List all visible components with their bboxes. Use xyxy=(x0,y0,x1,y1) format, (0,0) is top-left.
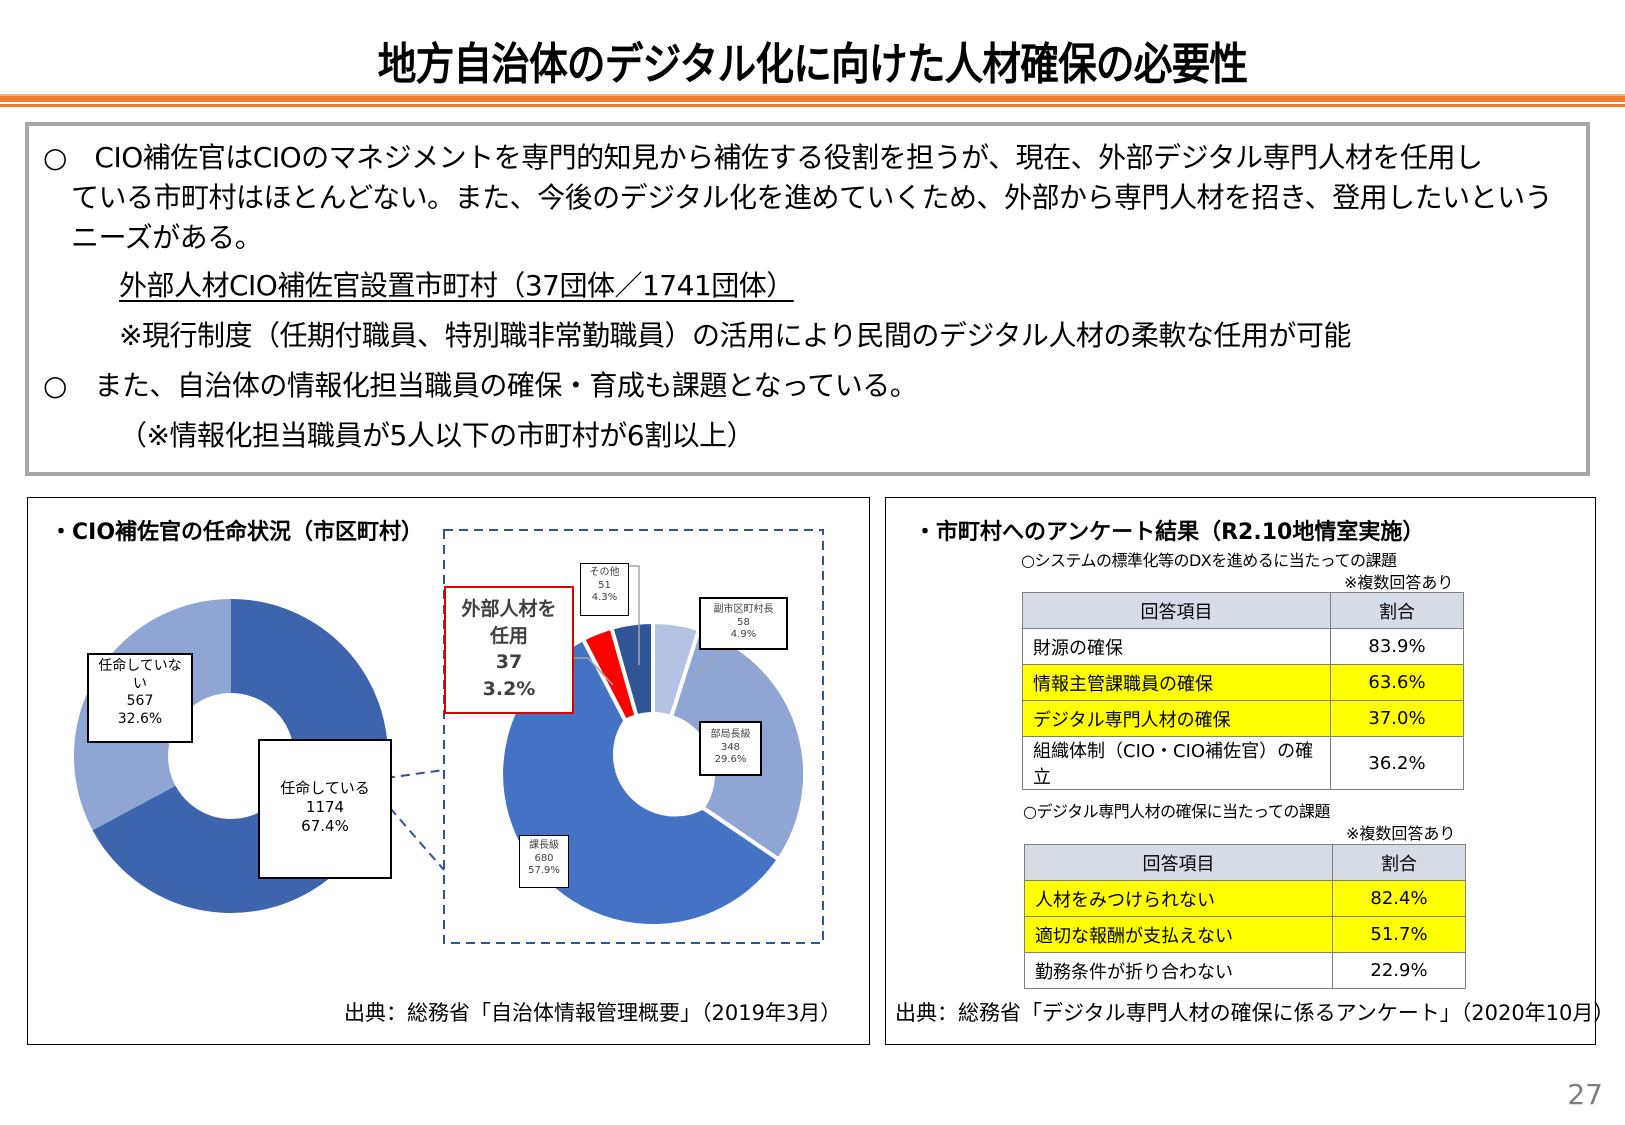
table1-header-item: 回答項目 xyxy=(1022,592,1331,629)
table2-subhead: ○デジタル専門人材の確保に当たっての課題 xyxy=(1023,802,1330,821)
digital-talent-issues-table: 回答項目 割合 人材をみつけられない 82.4% 適切な報酬が支払えない 51.… xyxy=(1024,844,1466,989)
table-cell-value: 63.6% xyxy=(1330,664,1464,701)
table1-header-ratio: 割合 xyxy=(1330,592,1464,629)
table-row-highlighted: 適切な報酬が支払えない 51.7% xyxy=(1024,916,1466,953)
title-rule-thin xyxy=(0,104,1625,107)
table-cell-item: 適切な報酬が支払えない xyxy=(1024,916,1333,953)
label-director: 部局長級 348 29.6% xyxy=(699,721,762,776)
label-other: その他 51 4.3% xyxy=(580,563,629,616)
summary-box: ○ CIO補佐官はCIOのマネジメントを専門的知見から補佐する役割を担うが、現在… xyxy=(25,122,1590,476)
table-cell-item: 情報主管課職員の確保 xyxy=(1022,664,1331,701)
label-section-chief-name: 課長級 xyxy=(529,840,559,851)
slide-title: 地方自治体のデジタル化に向けた人材確保の必要性 xyxy=(377,39,1248,90)
table-cell-item: 財源の確保 xyxy=(1022,628,1331,665)
table-cell-item: 組織体制（CIO・CIO補佐官）の確立 xyxy=(1022,736,1331,790)
title-rule-thick xyxy=(0,96,1625,102)
table-cell-value: 51.7% xyxy=(1332,916,1466,953)
label-director-value: 348 xyxy=(720,741,741,753)
label-vice-mayor-pct: 4.9% xyxy=(730,629,757,640)
table-cell-item: 人材をみつけられない xyxy=(1024,880,1333,917)
label-other-value: 51 xyxy=(598,579,611,591)
label-external-talent: 外部人材を 任用 37 3.2% xyxy=(444,586,574,714)
label-other-name: その他 xyxy=(589,567,620,578)
label-not-appointed-name-cont: い xyxy=(133,675,147,692)
label-external-pct: 3.2% xyxy=(482,677,536,700)
table-cell-value: 83.9% xyxy=(1330,628,1464,665)
label-director-name: 部局長級 xyxy=(710,729,751,740)
summary-line-note: ※現行制度（任期付職員、特別職非常勤職員）の活用により民間のデジタル人材の柔軟な… xyxy=(119,319,1351,352)
summary-line-1: ○ CIO補佐官はCIOのマネジメントを専門的知見から補佐する役割を担うが、現在… xyxy=(43,141,1483,174)
table2-header-item: 回答項目 xyxy=(1024,844,1333,881)
label-appointed: 任命している 1174 67.4% xyxy=(258,739,392,879)
table-cell-value: 37.0% xyxy=(1330,700,1464,737)
table1-note: ※複数回答あり xyxy=(1344,573,1454,592)
table-cell-value: 82.4% xyxy=(1332,880,1466,917)
title-rule-highlight xyxy=(0,94,1625,96)
label-external-name-cont: 任用 xyxy=(489,624,528,647)
table-row: 勤務条件が折り合わない 22.9% xyxy=(1024,952,1466,989)
dx-issues-table: 回答項目 割合 財源の確保 83.9% 情報主管課職員の確保 63.6% デジタ… xyxy=(1022,592,1464,790)
page-number: 27 xyxy=(1567,1078,1603,1111)
cio-panel-source: 出典：総務省「自治体情報管理概要」（2019年3月） xyxy=(344,1001,842,1025)
table-cell-item: 勤務条件が折り合わない xyxy=(1024,952,1333,989)
label-external-name: 外部人材を xyxy=(461,598,557,620)
summary-line-5: ○ また、自治体の情報化担当職員の確保・育成も課題となっている。 xyxy=(43,369,918,402)
label-not-appointed: 任命していな い 567 32.6% xyxy=(87,653,193,743)
table-row: 組織体制（CIO・CIO補佐官）の確立 36.2% xyxy=(1022,736,1464,790)
label-section-chief-value: 680 xyxy=(534,852,554,864)
summary-line-6: （※情報化担当職員が5人以下の市町村が6割以上） xyxy=(119,419,755,452)
survey-panel-source: 出典：総務省「デジタル専門人材の確保に係るアンケート」（2020年10月） xyxy=(895,1001,1615,1025)
label-appointed-value: 1174 xyxy=(305,797,345,816)
label-vice-mayor: 副市区町村長 58 4.9% xyxy=(699,597,788,650)
table-cell-item: デジタル専門人材の確保 xyxy=(1022,700,1331,737)
label-section-chief-pct: 57.9% xyxy=(528,865,560,876)
table1-subhead: ○システムの標準化等のDXを進めるに当たっての課題 xyxy=(1021,551,1397,570)
summary-line-3: ニーズがある。 xyxy=(71,221,263,254)
donut-slice-other xyxy=(609,619,655,719)
label-appointed-pct: 67.4% xyxy=(301,816,349,835)
table-row-highlighted: 人材をみつけられない 82.4% xyxy=(1024,880,1466,917)
label-not-appointed-value: 567 xyxy=(126,693,154,709)
table-cell-value: 22.9% xyxy=(1332,952,1466,989)
label-appointed-name: 任命している xyxy=(280,779,370,797)
label-not-appointed-pct: 32.6% xyxy=(117,710,163,727)
table2-note: ※複数回答あり xyxy=(1346,824,1456,843)
table2-header-ratio: 割合 xyxy=(1332,844,1466,881)
summary-line-2: ている市町村はほとんどない。また、今後のデジタル化を進めていくため、外部から専門… xyxy=(71,181,1553,214)
label-not-appointed-name: 任命していな xyxy=(98,658,182,674)
table-row: 財源の確保 83.9% xyxy=(1022,628,1464,665)
label-section-chief: 課長級 680 57.9% xyxy=(519,835,569,888)
table-row-highlighted: デジタル専門人材の確保 37.0% xyxy=(1022,700,1464,737)
survey-panel: ・市町村へのアンケート結果（R2.10地情室実施） ○システムの標準化等のDXを… xyxy=(885,497,1614,1045)
label-vice-mayor-value: 58 xyxy=(737,616,750,628)
label-vice-mayor-name: 副市区町村長 xyxy=(713,604,774,615)
table-cell-value: 36.2% xyxy=(1330,736,1464,790)
table-row-highlighted: 情報主管課職員の確保 63.6% xyxy=(1022,664,1464,701)
survey-panel-title: ・市町村へのアンケート結果（R2.10地情室実施） xyxy=(914,520,1425,545)
label-other-pct: 4.3% xyxy=(591,592,618,603)
cio-appointment-panel: ・CIO補佐官の任命状況（市区町村） 任命してい xyxy=(27,497,870,1045)
summary-highlight-stat: 外部人材CIO補佐官設置市町村（37団体／1741団体） xyxy=(119,269,794,302)
label-external-value: 37 xyxy=(495,651,523,674)
label-director-pct: 29.6% xyxy=(714,754,747,765)
cio-panel-title: ・CIO補佐官の任命状況（市区町村） xyxy=(50,520,424,545)
